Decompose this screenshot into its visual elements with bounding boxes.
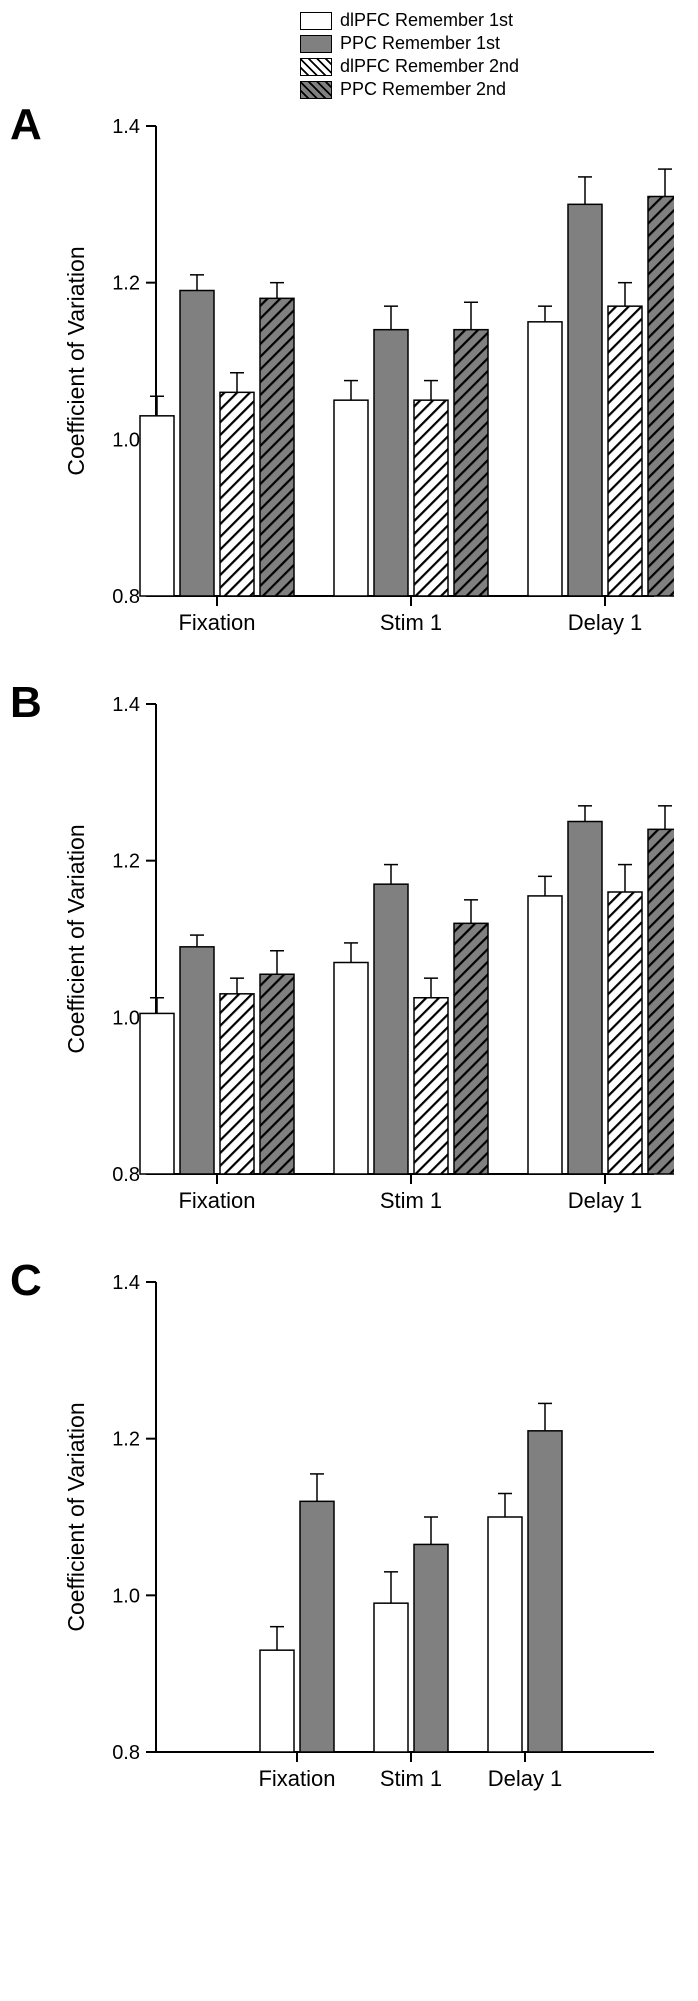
legend-swatch bbox=[300, 12, 332, 30]
ytick-label: 1.0 bbox=[112, 429, 140, 451]
bar bbox=[648, 829, 674, 1174]
bar bbox=[568, 204, 602, 596]
bar bbox=[220, 392, 254, 596]
y-axis-label: Coefficient of Variation bbox=[64, 246, 89, 475]
page: dlPFC Remember 1stPPC Remember 1stdlPFC … bbox=[0, 0, 698, 1860]
bar bbox=[140, 1013, 174, 1174]
legend-item: PPC Remember 2nd bbox=[300, 79, 678, 100]
ytick-label: 1.2 bbox=[112, 273, 140, 295]
panel-letter: B bbox=[10, 678, 42, 728]
bar bbox=[414, 1544, 448, 1752]
panel-C: C0.81.01.21.4Coefficient of VariationFix… bbox=[20, 1262, 678, 1822]
bar bbox=[454, 923, 488, 1174]
bar bbox=[488, 1517, 522, 1752]
legend-swatch bbox=[300, 58, 332, 76]
chart: 0.8 1.0 1.2 1.4 Coefficient of Variation Fixa… bbox=[64, 1262, 678, 1822]
bar bbox=[180, 291, 214, 597]
y-axis-label: Coefficient of Variation bbox=[64, 1402, 89, 1631]
ytick-label: 0.8 bbox=[112, 586, 140, 608]
bar bbox=[260, 1650, 294, 1752]
bar bbox=[528, 1431, 562, 1752]
bar bbox=[180, 947, 214, 1174]
ytick-label: 0.8 bbox=[112, 1742, 140, 1764]
bar bbox=[334, 963, 368, 1175]
ytick-label: 1.4 bbox=[112, 694, 140, 716]
legend-label: PPC Remember 2nd bbox=[340, 79, 506, 100]
xtick-label: Delay 1 bbox=[568, 1188, 643, 1213]
bar bbox=[220, 994, 254, 1174]
ytick-label: 1.2 bbox=[112, 851, 140, 873]
bar bbox=[568, 822, 602, 1175]
chart: 0.8 1.0 1.2 1.4 Coefficient of Variation Fixa… bbox=[64, 684, 678, 1244]
bar bbox=[300, 1501, 334, 1752]
legend-item: dlPFC Remember 1st bbox=[300, 10, 678, 31]
xtick-label: Fixation bbox=[178, 1188, 255, 1213]
ytick-label: 1.0 bbox=[112, 1585, 140, 1607]
bar bbox=[648, 197, 674, 597]
legend-swatch bbox=[300, 81, 332, 99]
bar bbox=[414, 400, 448, 596]
xtick-label: Stim 1 bbox=[380, 610, 442, 635]
ytick-label: 1.4 bbox=[112, 1272, 140, 1294]
xtick-label: Fixation bbox=[178, 610, 255, 635]
panel-letter: C bbox=[10, 1256, 42, 1306]
xtick-label: Delay 1 bbox=[488, 1766, 563, 1791]
xtick-label: Stim 1 bbox=[380, 1766, 442, 1791]
ytick-label: 1.2 bbox=[112, 1429, 140, 1451]
legend-label: PPC Remember 1st bbox=[340, 33, 500, 54]
bar bbox=[528, 896, 562, 1174]
bar bbox=[528, 322, 562, 596]
bar bbox=[374, 330, 408, 596]
panel-A: A0.81.01.21.4Coefficient of VariationFix… bbox=[20, 106, 678, 666]
bar bbox=[608, 892, 642, 1174]
xtick-label: Fixation bbox=[258, 1766, 335, 1791]
legend-item: dlPFC Remember 2nd bbox=[300, 56, 678, 77]
bar bbox=[374, 1603, 408, 1752]
ytick-label: 1.4 bbox=[112, 116, 140, 138]
chart: 0.8 1.0 1.2 1.4 Coefficient of Variation Fixa… bbox=[64, 106, 678, 666]
xtick-label: Delay 1 bbox=[568, 610, 643, 635]
bar bbox=[608, 306, 642, 596]
panel-B: B0.81.01.21.4Coefficient of VariationFix… bbox=[20, 684, 678, 1244]
bar bbox=[260, 298, 294, 596]
ytick-label: 0.8 bbox=[112, 1164, 140, 1186]
xtick-label: Stim 1 bbox=[380, 1188, 442, 1213]
legend-label: dlPFC Remember 1st bbox=[340, 10, 513, 31]
bar bbox=[140, 416, 174, 596]
bar bbox=[454, 330, 488, 596]
panels-container: A0.81.01.21.4Coefficient of VariationFix… bbox=[20, 106, 678, 1822]
bar bbox=[334, 400, 368, 596]
bar bbox=[374, 884, 408, 1174]
legend: dlPFC Remember 1stPPC Remember 1stdlPFC … bbox=[300, 10, 678, 100]
ytick-label: 1.0 bbox=[112, 1007, 140, 1029]
panel-letter: A bbox=[10, 100, 42, 150]
legend-label: dlPFC Remember 2nd bbox=[340, 56, 519, 77]
y-axis-label: Coefficient of Variation bbox=[64, 824, 89, 1053]
bar bbox=[260, 974, 294, 1174]
legend-item: PPC Remember 1st bbox=[300, 33, 678, 54]
bar bbox=[414, 998, 448, 1174]
legend-swatch bbox=[300, 35, 332, 53]
